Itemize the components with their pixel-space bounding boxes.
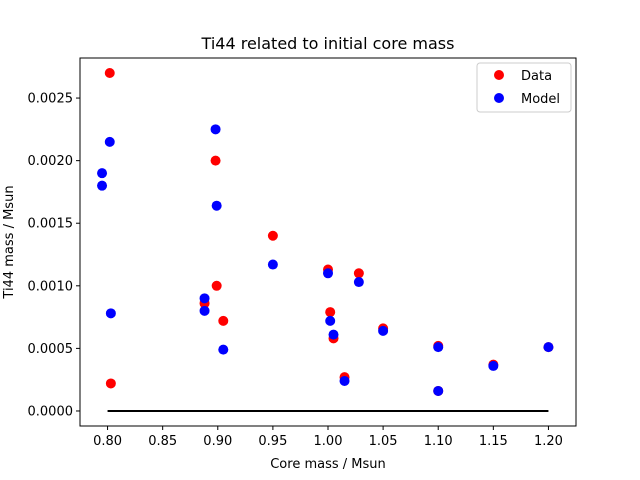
x-tick-label: 0.80	[93, 434, 122, 449]
y-axis-label: Ti44 mass / Msun	[2, 185, 17, 299]
data-point	[353, 268, 364, 279]
x-tick-label: 0.90	[203, 434, 232, 449]
legend-label-data: Data	[521, 69, 552, 84]
model-point	[339, 375, 350, 386]
data-point	[105, 378, 116, 389]
axis-ticks: 0.80 0.85 0.90 0.95 1.00 1.05 1.10 1.15 1.20 0.00…	[28, 92, 563, 449]
y-tick-label: 0.0015	[28, 217, 74, 232]
data-point	[325, 307, 336, 318]
x-tick-label: 1.10	[424, 434, 453, 449]
model-point	[433, 385, 444, 396]
model-point	[104, 136, 115, 147]
y-tick-label: 0.0010	[28, 279, 74, 294]
x-tick-label: 0.95	[258, 434, 287, 449]
data-point	[211, 280, 222, 291]
legend-marker-model	[494, 93, 504, 103]
x-axis-label: Core mass / Msun	[270, 457, 386, 472]
data-point	[210, 155, 221, 166]
x-tick-label: 1.05	[369, 434, 398, 449]
model-point	[97, 180, 108, 191]
model-point	[218, 344, 229, 355]
data-point	[104, 68, 115, 79]
model-point	[267, 259, 278, 270]
model-point	[97, 168, 108, 179]
model-point	[433, 342, 444, 353]
y-tick-label: 0.0020	[28, 154, 74, 169]
model-point	[210, 124, 221, 135]
model-point	[105, 308, 116, 319]
y-tick-label: 0.0005	[28, 342, 74, 357]
model-point	[328, 329, 339, 340]
legend-marker-data	[494, 70, 504, 80]
y-tick-label: 0.0025	[28, 92, 74, 107]
data-point	[267, 230, 278, 241]
model-point	[199, 305, 210, 316]
legend-label-model: Model	[521, 92, 560, 107]
y-tick-label: 0.0000	[28, 404, 74, 419]
x-tick-label: 1.20	[534, 434, 563, 449]
x-tick-label: 0.85	[148, 434, 177, 449]
x-tick-label: 1.00	[314, 434, 343, 449]
data-point	[218, 315, 229, 326]
model-point	[543, 342, 554, 353]
model-point	[323, 268, 333, 279]
x-tick-label: 1.15	[479, 434, 508, 449]
model-point	[378, 325, 389, 336]
plot-area	[97, 68, 554, 412]
legend: Data Model	[476, 62, 572, 113]
model-point	[199, 293, 210, 304]
chart-title: Ti44 related to initial core mass	[201, 34, 455, 53]
model-point	[353, 277, 364, 288]
model-point	[488, 360, 499, 371]
model-point	[325, 315, 336, 326]
model-point	[211, 200, 222, 211]
